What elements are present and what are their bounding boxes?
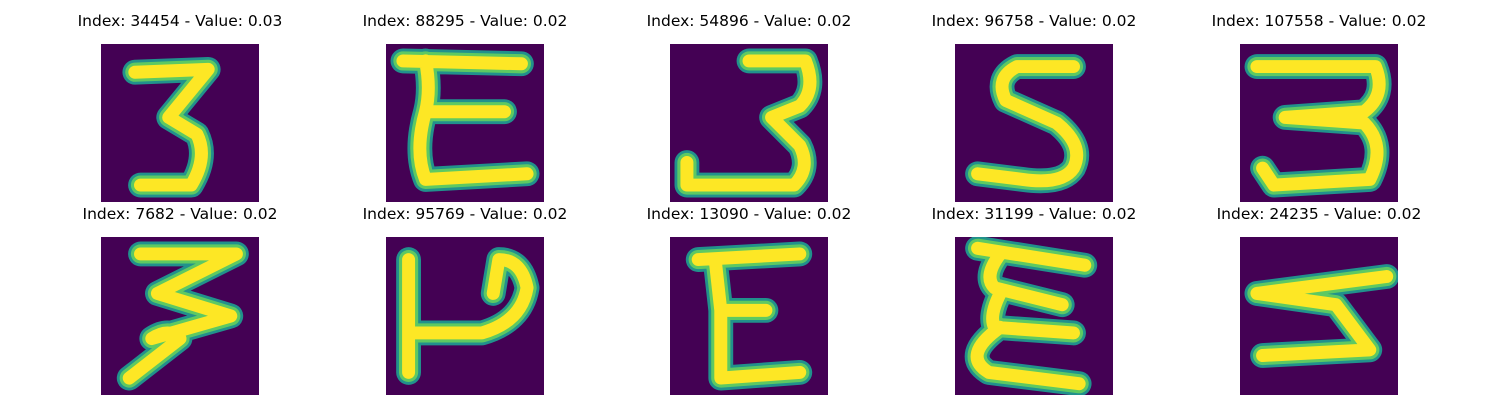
image-panel-3: Index: 54896 - Value: 0.02 [607, 11, 891, 202]
panel-title: Index: 34454 - Value: 0.03 [77, 12, 283, 30]
panel-title: Index: 54896 - Value: 0.02 [646, 12, 852, 30]
image-panel-7: Index: 95769 - Value: 0.02 [323, 204, 607, 395]
digit-image-3 [1240, 237, 1398, 395]
digit-image-s [955, 44, 1113, 202]
image-panel-8: Index: 13090 - Value: 0.02 [607, 204, 891, 395]
digit-svg [386, 44, 544, 202]
digit-svg [670, 44, 828, 202]
digit-svg [1240, 237, 1398, 395]
digit-stroke [122, 247, 243, 385]
image-panel-2: Index: 88295 - Value: 0.02 [323, 11, 607, 202]
digit-stroke [128, 62, 215, 192]
digit-image-e [955, 237, 1113, 395]
digit-image-e [670, 237, 828, 395]
digit-background [1240, 237, 1398, 395]
digit-stroke [970, 241, 1092, 391]
digit-image-3 [1240, 44, 1398, 202]
digit-svg [955, 237, 1113, 395]
digit-svg [386, 237, 544, 395]
digit-stroke [1250, 270, 1394, 362]
digit-image-3 [670, 44, 828, 202]
panel-title: Index: 13090 - Value: 0.02 [646, 205, 852, 223]
image-panel-9: Index: 31199 - Value: 0.02 [892, 204, 1176, 395]
panel-title: Index: 24235 - Value: 0.02 [1216, 205, 1422, 223]
digit-image-p [386, 237, 544, 395]
image-panel-1: Index: 34454 - Value: 0.03 [38, 11, 322, 202]
digit-stroke [396, 54, 534, 186]
panel-title: Index: 7682 - Value: 0.02 [82, 205, 278, 223]
image-panel-5: Index: 107558 - Value: 0.02 [1177, 11, 1461, 202]
digit-stroke [1250, 60, 1386, 192]
panel-title: Index: 95769 - Value: 0.02 [362, 205, 568, 223]
digit-svg [1240, 44, 1398, 202]
image-panel-10: Index: 24235 - Value: 0.02 [1177, 204, 1461, 395]
digit-stroke [402, 253, 534, 379]
image-panel-4: Index: 96758 - Value: 0.02 [892, 11, 1176, 202]
digit-svg [670, 237, 828, 395]
digit-image-3 [101, 44, 259, 202]
panel-title: Index: 96758 - Value: 0.02 [931, 12, 1137, 30]
digit-stroke [680, 54, 817, 192]
digit-stroke [691, 247, 807, 385]
panel-title: Index: 31199 - Value: 0.02 [931, 205, 1137, 223]
panel-title: Index: 88295 - Value: 0.02 [362, 12, 568, 30]
image-panel-6: Index: 7682 - Value: 0.02 [38, 204, 322, 395]
digit-image-e [386, 44, 544, 202]
digit-svg [101, 44, 259, 202]
digit-stroke [971, 60, 1084, 188]
digit-svg [955, 44, 1113, 202]
panel-title: Index: 107558 - Value: 0.02 [1211, 12, 1427, 30]
digit-image-3 [101, 237, 259, 395]
digit-svg [101, 237, 259, 395]
